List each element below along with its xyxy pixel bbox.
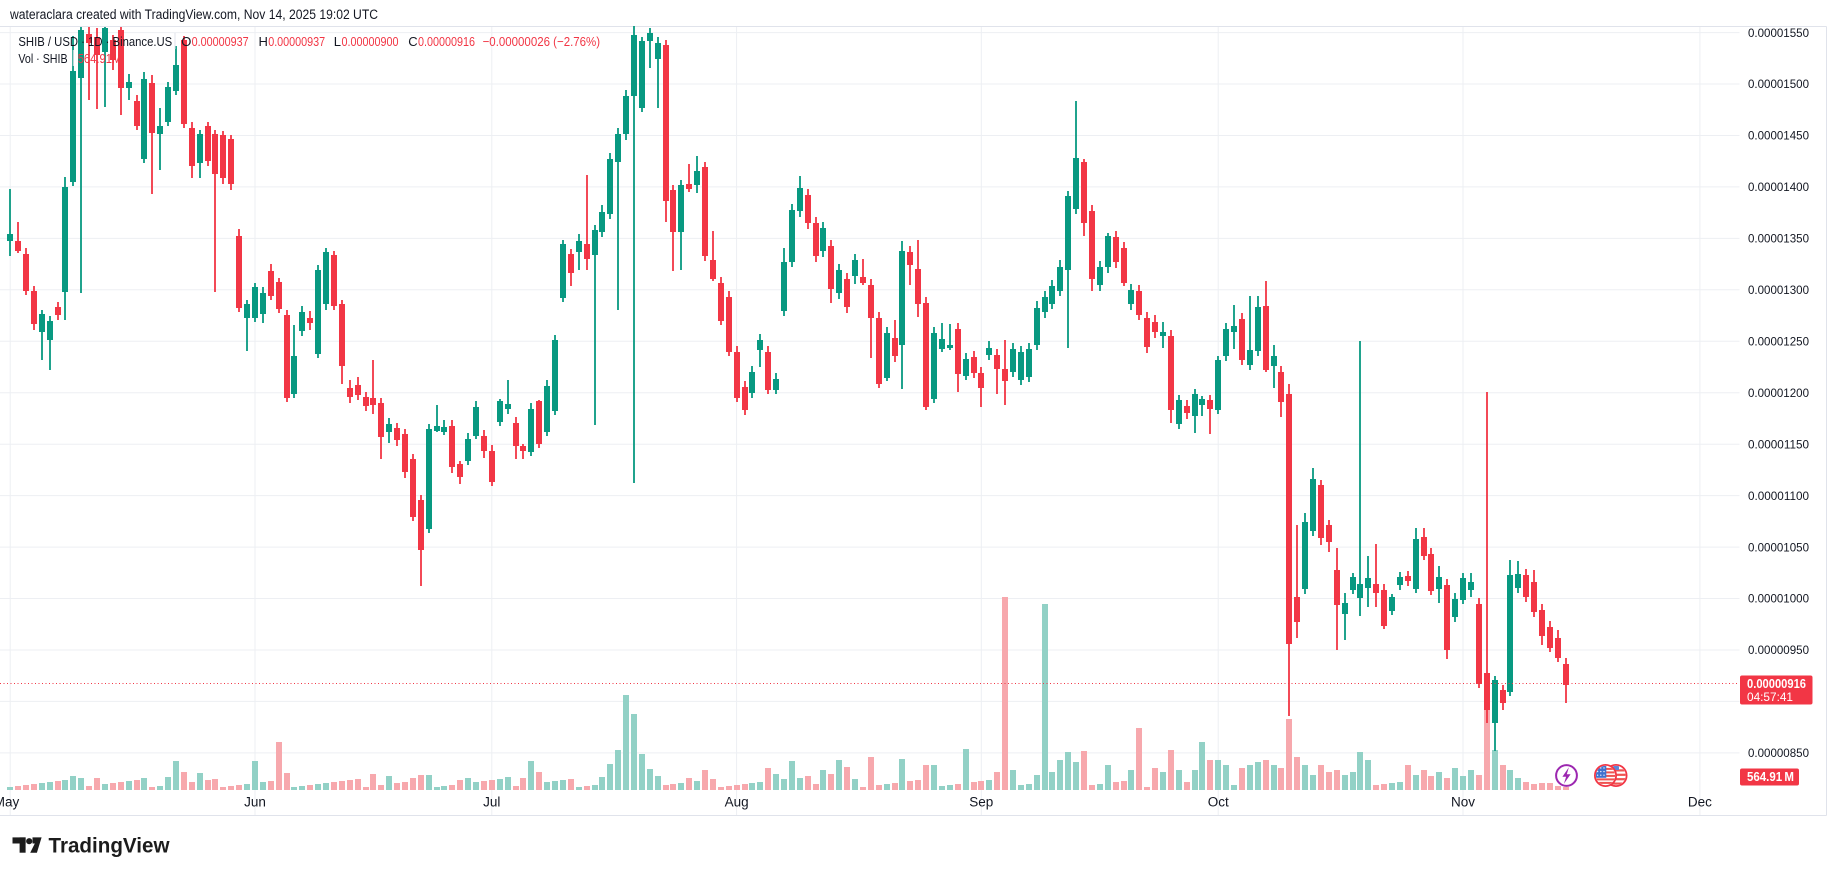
svg-text:O: O <box>181 34 191 49</box>
svg-text:0.00001400: 0.00001400 <box>1748 180 1809 194</box>
svg-text:0.00001000: 0.00001000 <box>1748 592 1809 606</box>
svg-text:0.00000916: 0.00000916 <box>418 34 475 49</box>
svg-text:0.00000950: 0.00000950 <box>1748 643 1809 657</box>
svg-text:H: H <box>259 34 268 49</box>
svg-text:0.00000916: 0.00000916 <box>1747 677 1806 691</box>
svg-text:0.00001450: 0.00001450 <box>1748 129 1809 143</box>
svg-text:0.00001350: 0.00001350 <box>1748 232 1809 246</box>
svg-text:0.00001500: 0.00001500 <box>1748 77 1809 91</box>
svg-text:0.00000850: 0.00000850 <box>1748 746 1809 760</box>
svg-text:C: C <box>408 34 417 49</box>
svg-text:564.91M: 564.91M <box>78 51 122 66</box>
svg-text:0.00000900: 0.00000900 <box>342 34 399 49</box>
svg-text:0.00001100: 0.00001100 <box>1748 489 1809 503</box>
svg-text:May: May <box>0 795 19 810</box>
svg-text:SHIB / USD · 1D · Binance.US: SHIB / USD · 1D · Binance.US <box>18 34 172 49</box>
svg-text:Jun: Jun <box>244 795 266 810</box>
svg-text:0.00001550: 0.00001550 <box>1748 26 1809 40</box>
svg-text:04:57:41: 04:57:41 <box>1747 690 1793 704</box>
svg-text:Oct: Oct <box>1208 795 1229 810</box>
svg-text:0.00001050: 0.00001050 <box>1748 540 1809 554</box>
svg-text:TradingView: TradingView <box>49 834 170 858</box>
svg-text:Nov: Nov <box>1451 795 1475 810</box>
svg-text:0.00001200: 0.00001200 <box>1748 386 1809 400</box>
svg-text:0.00001150: 0.00001150 <box>1748 437 1809 451</box>
svg-text:0.00001250: 0.00001250 <box>1748 335 1809 349</box>
svg-text:0.00000937: 0.00000937 <box>192 34 249 49</box>
svg-text:wateraclara created with Tradi: wateraclara created with TradingView.com… <box>9 7 378 22</box>
svg-text:0.00000937: 0.00000937 <box>268 34 325 49</box>
svg-text:0.00001300: 0.00001300 <box>1748 283 1809 297</box>
svg-text:Sep: Sep <box>969 795 993 810</box>
svg-text:564.91 M: 564.91 M <box>1747 770 1794 784</box>
svg-text:Aug: Aug <box>725 795 749 810</box>
svg-text:Jul: Jul <box>483 795 500 810</box>
svg-text:Vol · SHIB: Vol · SHIB <box>18 51 67 66</box>
svg-text:Dec: Dec <box>1688 795 1712 810</box>
svg-text:L: L <box>334 34 341 49</box>
svg-text:−0.00000026 (−2.76%): −0.00000026 (−2.76%) <box>483 34 600 49</box>
